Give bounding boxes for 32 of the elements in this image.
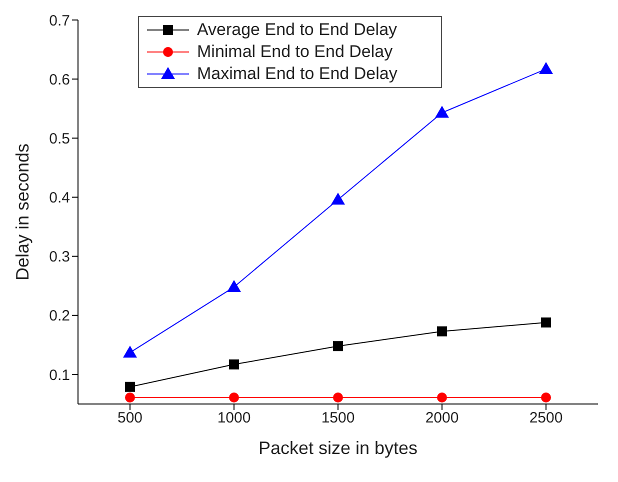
point bbox=[437, 326, 447, 336]
point bbox=[331, 192, 345, 205]
x-axis-title: Packet size in bytes bbox=[258, 438, 418, 458]
point bbox=[541, 317, 551, 328]
point bbox=[333, 341, 343, 352]
legend-label: Minimal End to End Delay bbox=[197, 42, 393, 62]
point bbox=[227, 280, 241, 292]
point bbox=[123, 346, 137, 358]
y-tick-label: 0.5 bbox=[49, 130, 70, 148]
legend-label: Maximal End to End Delay bbox=[197, 64, 398, 84]
y-axis-title: Delay in seconds bbox=[12, 143, 32, 281]
x-tick-label: 1000 bbox=[217, 410, 251, 427]
point bbox=[125, 382, 135, 392]
y-tick-label: 0.3 bbox=[49, 248, 70, 266]
x-tick-label: 1500 bbox=[321, 410, 355, 427]
point bbox=[229, 359, 239, 370]
point bbox=[437, 392, 447, 402]
point bbox=[229, 392, 239, 402]
y-tick-label: 0.7 bbox=[49, 12, 70, 30]
y-tick-label: 0.1 bbox=[49, 366, 70, 384]
x-tick-label: 2000 bbox=[425, 410, 459, 427]
legend-label: Average End to End Delay bbox=[197, 20, 398, 40]
point bbox=[541, 392, 551, 402]
y-tick-label: 0.4 bbox=[49, 190, 70, 207]
point bbox=[125, 392, 135, 402]
point bbox=[435, 106, 449, 118]
x-tick-label: 500 bbox=[117, 410, 143, 427]
x-tick-label: 2500 bbox=[529, 410, 563, 427]
y-tick-label: 0.6 bbox=[49, 71, 70, 88]
point bbox=[539, 62, 553, 74]
y-tick-label: 0.2 bbox=[49, 308, 70, 325]
point bbox=[333, 392, 343, 402]
